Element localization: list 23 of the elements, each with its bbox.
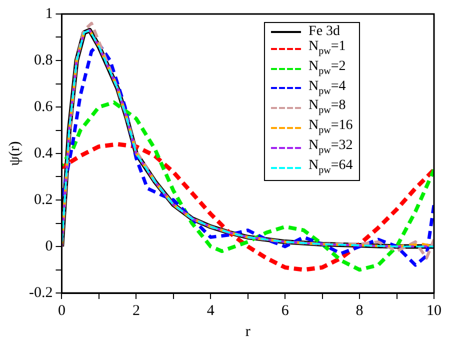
x-tick-label: 2	[132, 302, 140, 319]
y-tick-label: 0.4	[34, 145, 54, 162]
y-tick-label: 0.2	[34, 192, 53, 208]
y-tick-label: 0.8	[34, 52, 53, 68]
x-axis-title: r	[245, 324, 250, 340]
legend-label: N$_{pw}$=2	[308, 58, 346, 79]
y-tick-label: 0	[45, 238, 53, 254]
y-tick-label: 1	[45, 6, 53, 22]
legend-label: N$_{pw}$=32	[308, 138, 353, 158]
y-tick-label: -0.2	[28, 284, 53, 301]
legend-label: N$_{pw}$=64	[308, 158, 353, 178]
x-tick-label: 10	[426, 302, 442, 319]
x-tick-label: 0	[58, 302, 66, 319]
y-axis-title: ψ(r)	[6, 141, 23, 166]
x-tick-label: 6	[281, 302, 290, 319]
x-tick-label: 4	[206, 302, 215, 319]
legend-label: Fe 3d	[308, 24, 340, 39]
legend-label: N$_{pw}$=8	[308, 98, 346, 118]
y-tick-label: 0.6	[34, 98, 54, 115]
x-tick-label: 8	[356, 302, 364, 319]
legend-label: N$_{pw}$=16	[308, 118, 353, 138]
legend-label: N$_{pw}$=4	[308, 78, 346, 98]
legend-label: N$_{pw}$=1	[308, 39, 346, 59]
